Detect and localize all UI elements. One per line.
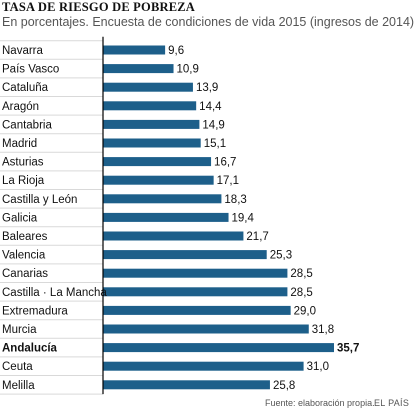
value-label: 18,3 xyxy=(224,194,246,206)
category-label: Asturias xyxy=(2,157,44,169)
value-label: 19,4 xyxy=(232,212,255,224)
category-label: Baleares xyxy=(2,231,48,243)
bar xyxy=(103,305,291,315)
category-label: Galicia xyxy=(2,212,38,224)
category-label: Extremadura xyxy=(2,305,68,317)
category-label: La Rioja xyxy=(2,175,45,187)
value-label: 15,1 xyxy=(204,138,226,150)
publisher-logo: EL PAÍS xyxy=(374,398,410,408)
category-label: Castilla y León xyxy=(2,194,77,206)
category-label: Canarias xyxy=(2,268,48,280)
category-label: Madrid xyxy=(2,138,37,150)
bar xyxy=(103,119,200,129)
bar xyxy=(103,101,197,111)
category-label: Castilla · La Mancha xyxy=(2,287,107,299)
bar xyxy=(103,157,212,167)
bar xyxy=(103,175,214,185)
chart-title: TASA DE RIESGO DE POBREZA xyxy=(2,0,196,14)
bar xyxy=(103,268,288,278)
value-label: 14,4 xyxy=(199,101,222,113)
category-label: Andalucía xyxy=(2,343,58,355)
value-label: 35,7 xyxy=(337,343,359,355)
category-label: Cataluña xyxy=(2,82,49,94)
value-label: 31,8 xyxy=(312,324,334,336)
bars xyxy=(103,45,334,390)
bar xyxy=(103,45,166,55)
value-label: 21,7 xyxy=(246,231,268,243)
bar xyxy=(103,82,193,92)
value-label: 16,7 xyxy=(214,157,236,169)
category-label: Melilla xyxy=(2,380,35,392)
value-label: 13,9 xyxy=(196,82,218,94)
value-label: 28,5 xyxy=(290,268,312,280)
category-label: Navarra xyxy=(2,45,44,57)
value-label: 25,3 xyxy=(270,250,292,262)
value-labels: 9,6 10,9 13,9 14,4 14,9 15,1 16,7 17,1 18,3 19,4 2… xyxy=(168,45,359,392)
category-label: Valencia xyxy=(2,250,46,262)
category-label: Murcia xyxy=(2,324,37,336)
value-label: 17,1 xyxy=(217,175,239,187)
bar xyxy=(103,250,267,260)
category-labels: Navarra País Vasco Cataluña Aragón Cantabria… xyxy=(2,45,107,392)
category-label: Cantabria xyxy=(2,119,52,131)
chart-subtitle: En porcentajes. Encuesta de condiciones … xyxy=(2,15,414,29)
source-note: Fuente: elaboración propia. xyxy=(265,398,375,408)
value-label: 31,0 xyxy=(307,361,329,373)
value-label: 29,0 xyxy=(294,305,316,317)
value-label: 9,6 xyxy=(168,45,184,57)
value-label: 28,5 xyxy=(290,287,312,299)
bar xyxy=(103,231,244,241)
bar xyxy=(103,343,334,353)
value-label: 14,9 xyxy=(202,119,224,131)
bar xyxy=(103,380,270,390)
bar xyxy=(103,138,201,148)
bar xyxy=(103,287,288,297)
category-label: País Vasco xyxy=(2,64,59,76)
value-label: 10,9 xyxy=(177,64,199,76)
bar xyxy=(103,361,304,371)
category-label: Ceuta xyxy=(2,361,33,373)
bar xyxy=(103,212,229,222)
category-label: Aragón xyxy=(2,101,39,113)
bar xyxy=(103,324,309,334)
bar xyxy=(103,194,222,204)
bar xyxy=(103,64,174,74)
value-label: 25,8 xyxy=(273,380,295,392)
grid-lines xyxy=(0,40,103,395)
